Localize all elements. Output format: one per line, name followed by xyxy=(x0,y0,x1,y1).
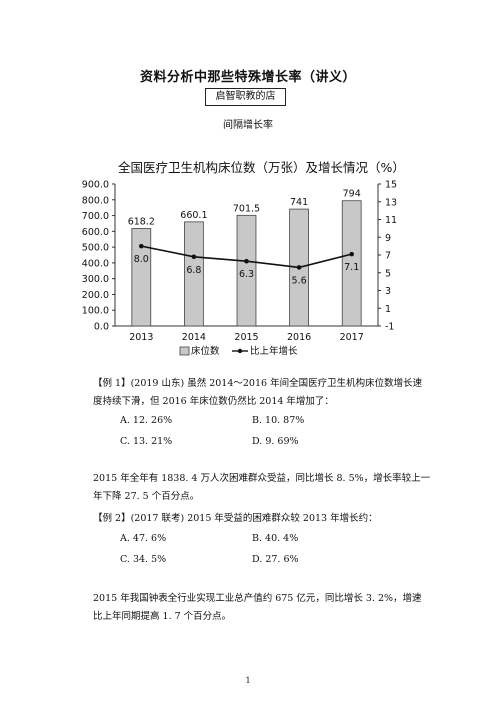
bed-count-chart: 0.0 100.0 200.0 300.0 400.0 500.0 600.0 700.0 80… xyxy=(82,180,397,358)
right-axis-tick-label: 9 xyxy=(385,233,391,244)
legend-line-label: 比上年增长 xyxy=(250,345,298,357)
example-1-option-a: A. 12. 26% xyxy=(120,415,173,426)
example-2-option-d: D. 27. 6% xyxy=(252,554,299,565)
left-axis-tick-label: 0.0 xyxy=(94,322,109,333)
right-axis-tick-label: -1 xyxy=(385,322,394,333)
bar xyxy=(341,200,362,327)
growth-data-label: 5.6 xyxy=(292,275,307,286)
bar xyxy=(131,228,152,327)
bar-data-label: 794 xyxy=(343,189,361,200)
x-axis-tick-label: 2017 xyxy=(340,332,364,343)
example-1-option-c: C. 13. 21% xyxy=(120,436,173,447)
left-axis-tick-label: 900.0 xyxy=(82,180,109,191)
section-subheading: 间隔增长率 xyxy=(223,120,273,131)
growth-point xyxy=(244,258,249,264)
example-1-line-2: 度持续下滑，但 2016 年床位数仍然比 2014 年增加了： xyxy=(93,396,334,407)
right-axis-tick-label: 3 xyxy=(385,286,391,297)
right-axis-tick-label: 7 xyxy=(385,251,391,262)
growth-point xyxy=(296,265,302,270)
growth-point xyxy=(349,251,355,257)
paragraph-2-line-2: 年下降 27. 5 个百分点。 xyxy=(93,491,200,502)
x-axis-tick-label: 2016 xyxy=(287,332,311,343)
example-2-option-a: A. 47. 6% xyxy=(120,533,167,544)
right-axis-tick-label: 13 xyxy=(385,197,397,208)
bar-data-label: 660.1 xyxy=(180,210,207,221)
right-axis-tick-label: 5 xyxy=(385,268,391,279)
example-2-option-b: B. 40. 4% xyxy=(252,533,299,544)
shop-name-box: 启智职教的店 xyxy=(205,88,286,106)
bar xyxy=(184,221,204,327)
left-axis-tick-label: 400.0 xyxy=(82,258,109,269)
left-axis-tick-label: 500.0 xyxy=(82,243,109,254)
document-title: 资料分析中那些特殊增长率（讲义） xyxy=(139,70,356,85)
left-axis-tick-label: 100.0 xyxy=(82,306,109,317)
right-axis-tick-label: 11 xyxy=(385,215,397,226)
legend-bar-label: 床位数 xyxy=(191,345,220,357)
page-number: 1 xyxy=(245,676,251,685)
right-axis-tick-label: 15 xyxy=(385,180,397,191)
example-1-line-1: 【例 1】(2019 山东) 虽然 2014～2016 年间全国医疗卫生机构床位… xyxy=(93,378,423,389)
paragraph-3-line-1: 2015 年我国钟表全行业实现工业总产值约 675 亿元，同比增长 3. 2%，… xyxy=(93,593,422,604)
legend-bar-swatch xyxy=(179,346,190,356)
left-axis-tick-label: 600.0 xyxy=(82,227,109,238)
paragraph-3-line-2: 比上年同期提高 1. 7 个百分点。 xyxy=(93,611,232,622)
x-axis-tick-label: 2014 xyxy=(182,332,206,343)
left-axis-tick-label: 300.0 xyxy=(82,274,109,285)
left-axis-tick-label: 200.0 xyxy=(82,290,109,301)
growth-data-label: 6.3 xyxy=(239,269,254,280)
x-axis-tick-label: 2015 xyxy=(234,332,258,343)
bar-data-label: 741 xyxy=(290,197,308,208)
growth-data-label: 8.0 xyxy=(134,254,149,265)
growth-point xyxy=(191,254,197,260)
right-axis-tick-label: 1 xyxy=(385,304,391,315)
example-2-option-c: C. 34. 5% xyxy=(120,554,167,565)
growth-data-label: 6.8 xyxy=(186,265,201,276)
left-axis-tick-label: 700.0 xyxy=(82,211,109,222)
paragraph-2-line-1: 2015 年全年有 1838. 4 万人次困难群众受益，同比增长 8. 5%，增… xyxy=(93,473,431,484)
legend-line-marker xyxy=(237,348,243,354)
bar-data-label: 618.2 xyxy=(128,216,155,227)
x-axis-tick-label: 2013 xyxy=(129,332,153,343)
growth-point xyxy=(139,243,144,249)
example-1-option-b: B. 10. 87% xyxy=(252,415,305,426)
example-1-option-d: D. 9. 69% xyxy=(252,436,299,447)
bar xyxy=(236,214,257,327)
example-2-text: 【例 2】(2017 联考) 2015 年受益的困难群众较 2013 年增长约： xyxy=(93,513,378,524)
chart-title: 全国医疗卫生机构床位数（万张）及增长情况（%） xyxy=(118,160,405,175)
left-axis-tick-label: 800.0 xyxy=(82,195,109,206)
growth-data-label: 7.1 xyxy=(344,262,359,273)
bar-data-label: 701.5 xyxy=(233,203,260,214)
